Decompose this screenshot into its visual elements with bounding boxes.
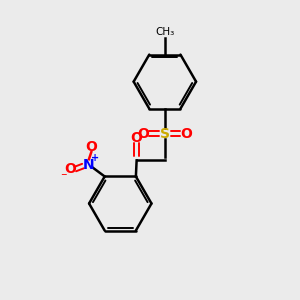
Text: N: N — [82, 158, 94, 172]
Text: O: O — [131, 131, 142, 145]
Text: S: S — [160, 127, 170, 141]
Text: +: + — [91, 153, 99, 163]
Text: CH₃: CH₃ — [155, 27, 175, 37]
Text: O: O — [64, 162, 76, 176]
Text: O: O — [85, 140, 97, 154]
Text: O: O — [137, 127, 149, 141]
Text: O: O — [180, 127, 192, 141]
Text: ⁻: ⁻ — [60, 171, 66, 184]
